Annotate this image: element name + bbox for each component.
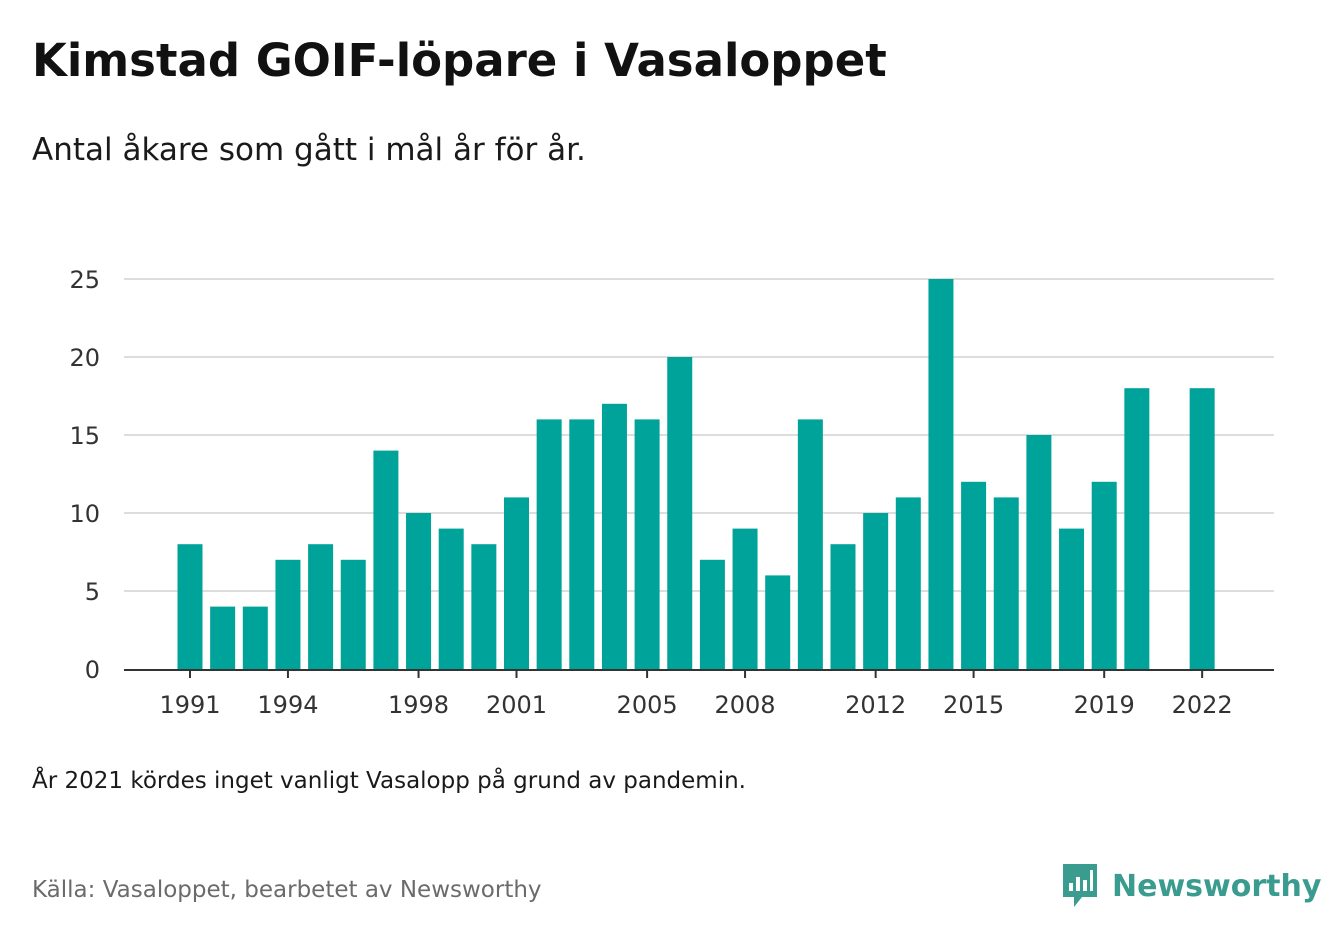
bar-2018 xyxy=(1059,528,1085,669)
bar-1999 xyxy=(438,528,464,669)
bar-2022 xyxy=(1189,388,1215,669)
bar-2013 xyxy=(895,497,921,669)
chart-title: Kimstad GOIF-löpare i Vasaloppet xyxy=(32,34,887,87)
bar-2009 xyxy=(765,575,791,669)
x-tick-label-2001: 2001 xyxy=(486,691,547,719)
newsworthy-logo: Newsworthy xyxy=(1060,860,1321,912)
y-tick-labels: 0 5 10 15 20 25 xyxy=(69,266,100,684)
bar-2003 xyxy=(569,419,595,669)
bar-2014 xyxy=(928,279,954,669)
bar-1998 xyxy=(406,513,432,669)
y-tick-label-10: 10 xyxy=(69,500,100,528)
x-tick-label-2015: 2015 xyxy=(943,691,1004,719)
bar-2015 xyxy=(961,481,987,669)
bar-2016 xyxy=(993,497,1019,669)
x-axis xyxy=(124,669,1274,678)
x-tick-label-2019: 2019 xyxy=(1074,691,1135,719)
newsworthy-wordmark: Newsworthy xyxy=(1112,868,1322,904)
x-tick-label-2005: 2005 xyxy=(617,691,678,719)
x-tick-labels: 1991 1994 1998 2001 2005 2008 2012 2015 2019 2022 xyxy=(159,691,1232,719)
bar-2019 xyxy=(1091,481,1117,669)
x-tick-label-1991: 1991 xyxy=(159,691,220,719)
bar-2012 xyxy=(863,513,889,669)
source-credit: Källa: Vasaloppet, bearbetet av Newswort… xyxy=(32,877,542,903)
y-tick-label-20: 20 xyxy=(69,344,100,372)
bar-2011 xyxy=(830,544,856,669)
bar-2020 xyxy=(1124,388,1150,669)
y-tick-label-15: 15 xyxy=(69,422,100,450)
bar-chart: 0 5 10 15 20 25 1991 1994 1998 2001 2005 2008 2012 2… xyxy=(69,266,1274,719)
x-tick-label-2022: 2022 xyxy=(1172,691,1233,719)
bar-2007 xyxy=(699,559,725,669)
chart-note: År 2021 kördes inget vanligt Vasalopp på… xyxy=(32,768,746,794)
y-tick-label-5: 5 xyxy=(85,578,100,606)
bar-1996 xyxy=(340,559,366,669)
bar-1997 xyxy=(373,450,399,669)
bar-2004 xyxy=(601,403,627,669)
bar-2002 xyxy=(536,419,562,669)
x-tick-label-2012: 2012 xyxy=(845,691,906,719)
x-tick-label-2008: 2008 xyxy=(715,691,776,719)
newsworthy-logo-icon xyxy=(1063,864,1097,907)
bar-2017 xyxy=(1026,435,1052,669)
bar-2000 xyxy=(471,544,497,669)
y-tick-label-0: 0 xyxy=(85,656,100,684)
bar-2010 xyxy=(797,419,823,669)
bar-1991 xyxy=(177,544,203,669)
chart-subtitle: Antal åkare som gått i mål år för år. xyxy=(32,132,586,168)
bar-1994 xyxy=(275,559,301,669)
bar-1993 xyxy=(242,606,268,669)
bar-1995 xyxy=(308,544,334,669)
bar-2001 xyxy=(504,497,529,669)
bar-1992 xyxy=(210,606,236,669)
bar-2006 xyxy=(667,357,693,669)
y-tick-label-25: 25 xyxy=(69,266,100,294)
bar-2008 xyxy=(732,528,758,669)
x-tick-label-1994: 1994 xyxy=(257,691,318,719)
x-tick-label-1998: 1998 xyxy=(388,691,449,719)
bar-2005 xyxy=(634,419,660,669)
bars xyxy=(177,279,1215,669)
